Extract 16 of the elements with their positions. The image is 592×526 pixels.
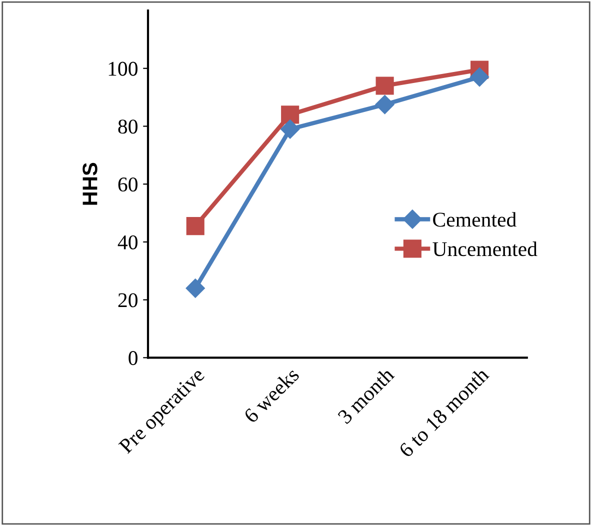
y-tick-label: 100: [108, 62, 138, 76]
point: [280, 120, 300, 139]
y-tick-label: 80: [118, 120, 138, 134]
point: [376, 76, 394, 95]
y-tick-label: 0: [128, 351, 138, 366]
legend-label: Uncemented: [432, 242, 538, 256]
point: [470, 68, 490, 87]
y-tick-label: 60: [118, 177, 138, 192]
point: [186, 278, 205, 298]
y-axis-title: HHS: [82, 162, 98, 205]
legend-label: Cemented: [433, 212, 516, 227]
y-tick-label: 20: [118, 293, 138, 308]
point: [375, 95, 394, 114]
point: [281, 106, 300, 124]
y-tick-label: 40: [118, 235, 138, 250]
point: [186, 217, 204, 236]
